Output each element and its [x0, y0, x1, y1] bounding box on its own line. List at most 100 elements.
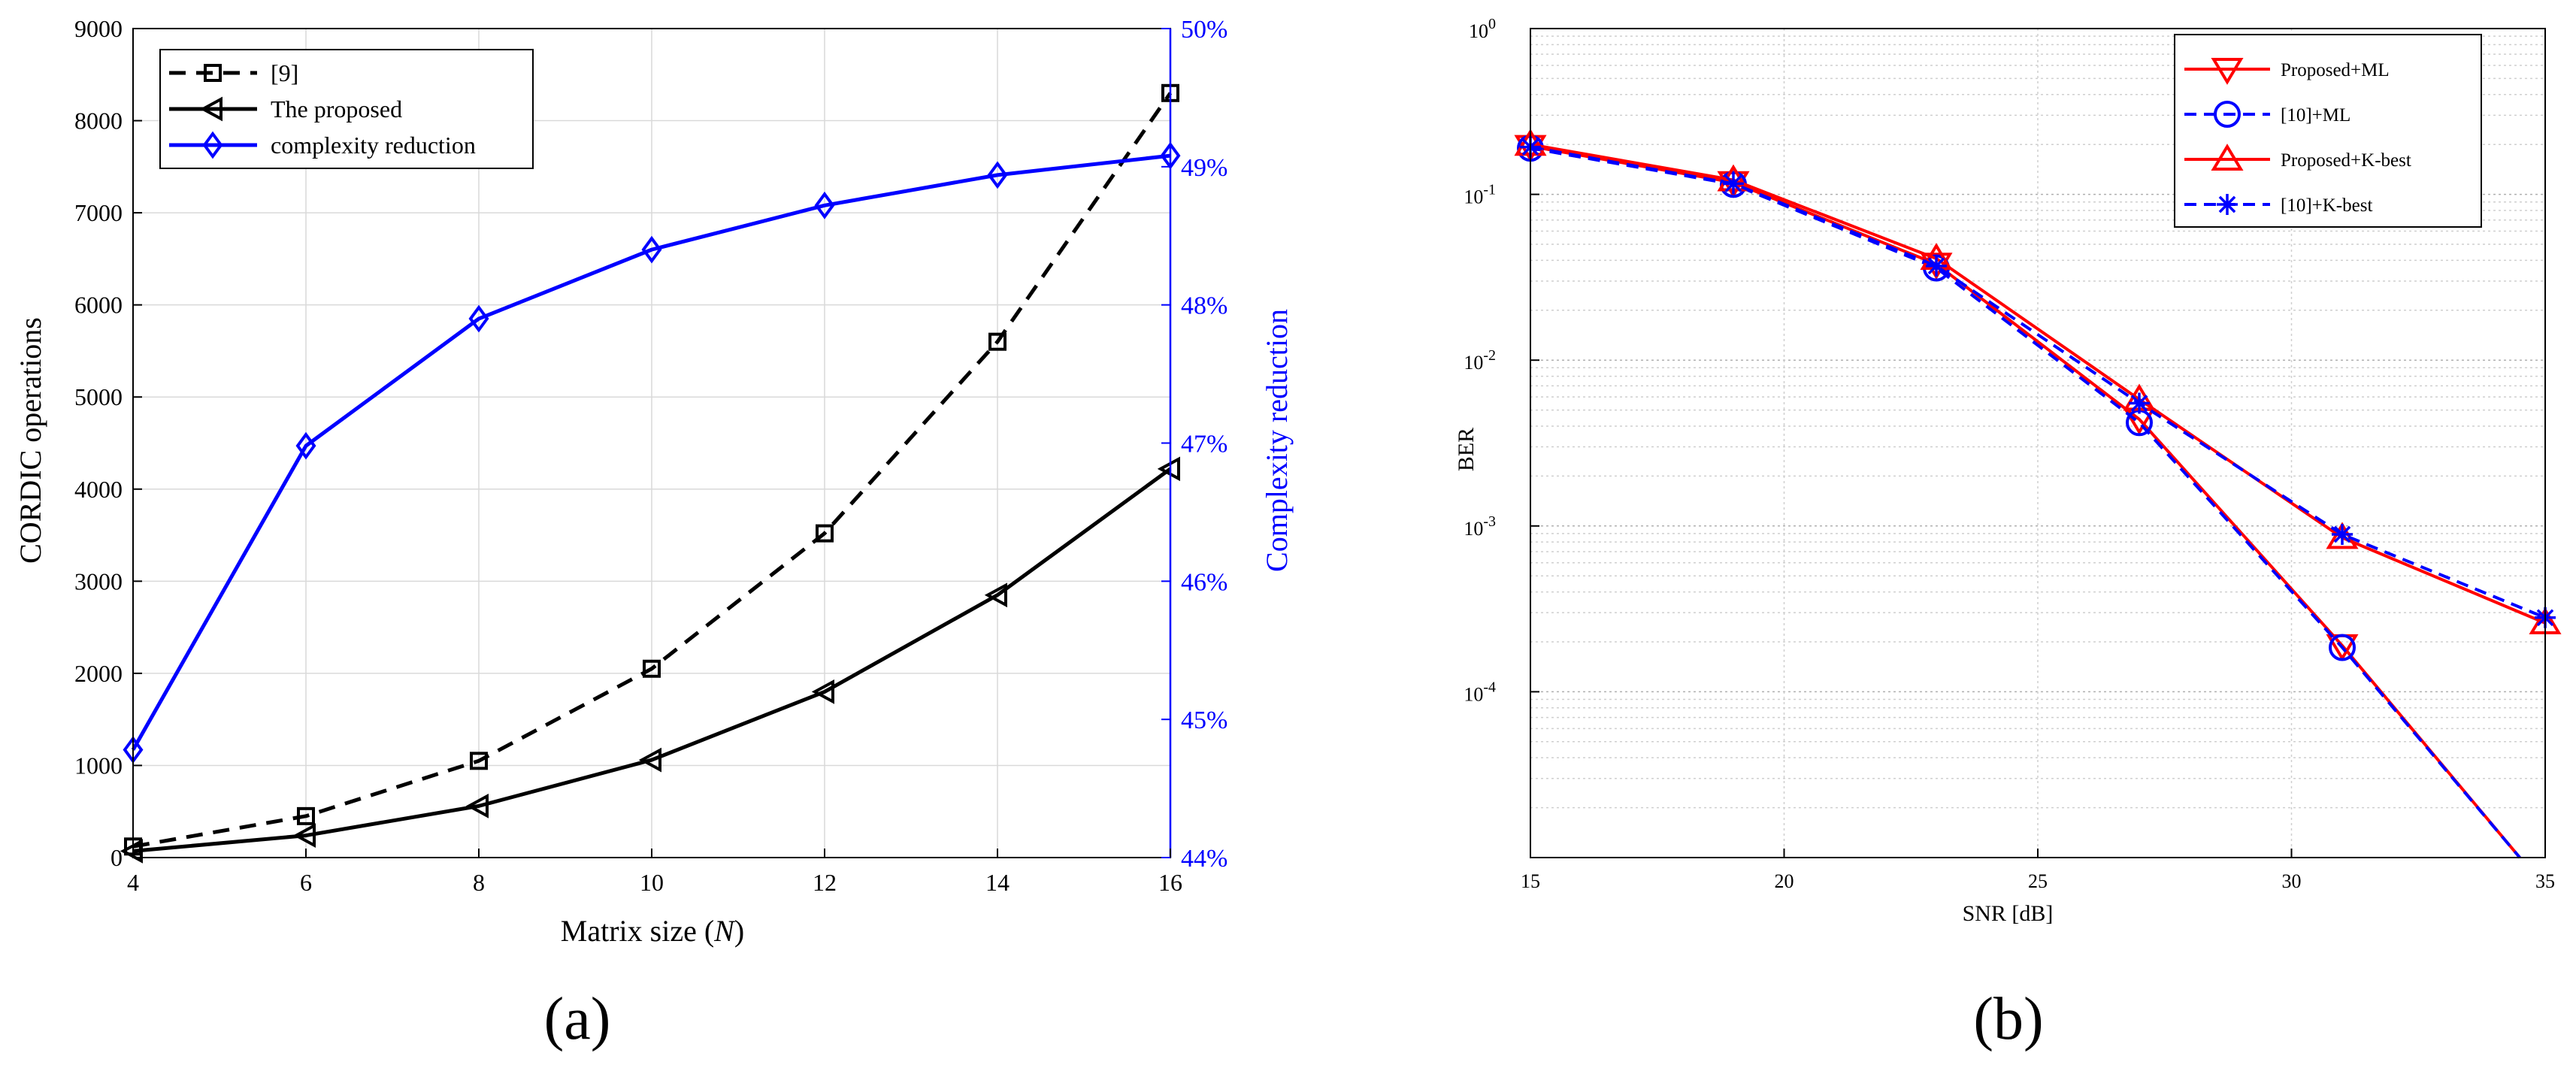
- chart-a-x-tick-label-16: 16: [1158, 869, 1182, 896]
- chart-a-legend-complexity-reduction-label: complexity reduction: [271, 132, 476, 159]
- chart-b-series-proposed-ml-line: [1530, 144, 2521, 859]
- chart-a-y2-tick-label-49: 49%: [1181, 154, 1227, 182]
- chart-b-legend-proposed-ml-label: Proposed+ML: [2281, 60, 2390, 80]
- chart-a-y2-tick-label-45: 45%: [1181, 706, 1227, 734]
- chart-a-y2-ticks: 44% 45% 46% 47% 48% 49% 50%: [1161, 16, 1227, 873]
- chart-a-series-the-proposed-point-6: [292, 823, 316, 848]
- chart-a-series-complexity-reduction-point-14: [987, 161, 1008, 189]
- chart-b-legend-10-k-best-label: [10]+K-best: [2281, 195, 2372, 216]
- chart-a-legend-9-label: [9]: [271, 59, 298, 86]
- chart-a-legend-the-proposed-marker: [199, 96, 222, 122]
- chart-b-x-axis-label: SNR [dB]: [1963, 901, 2054, 926]
- chart-a-series-the-proposed-line: [132, 467, 1172, 853]
- chart-a-y-tick-label-9000: 9000: [74, 15, 123, 42]
- chart-a-panel-label: (a): [544, 986, 611, 1052]
- chart-a-series-the-proposed-point-8: [465, 794, 489, 818]
- chart-a-y-tick-label-0: 0: [110, 844, 123, 871]
- chart-b-series-10-ml-point-31: [2329, 634, 2356, 661]
- chart-a-series-9-point-10: [643, 659, 661, 678]
- chart-a-y-tick-label-1000: 1000: [74, 752, 123, 779]
- chart-b-series-10-k-best-line: [1530, 145, 2546, 619]
- chart-a-legend-the-proposed-label: The proposed: [271, 95, 402, 123]
- chart-b-x-tick-label-15: 15: [1521, 870, 1540, 892]
- chart-b-legend-proposed-k-best-label: Proposed+K-best: [2281, 150, 2411, 171]
- chart-b-panel-label: (b): [1973, 986, 2043, 1052]
- chart-a-series-the-proposed-point-14: [984, 582, 1007, 608]
- chart-a-y2-axis-label: Complexity reduction: [1260, 309, 1294, 572]
- chart-b-legend: Proposed+ML [10]+ML Proposed+K-best [10]+K-…: [2174, 34, 2482, 228]
- chart-a-x-ticks: 4 6 8 10 12 14 16: [127, 849, 1182, 896]
- chart-a-y-tick-label-2000: 2000: [74, 660, 123, 687]
- chart-b-y-tick-base: 10: [1469, 20, 1488, 42]
- chart-a-legend-9-marker: [204, 64, 222, 82]
- chart-a-series-9-point-14: [988, 332, 1006, 351]
- chart-b-y-tick-base: 10: [1464, 352, 1483, 374]
- chart-b-legend-box: [2174, 34, 2482, 228]
- chart-b-legend-10-ml-label: [10]+ML: [2281, 105, 2350, 126]
- chart-a-y-tick-label-3000: 3000: [74, 567, 123, 595]
- chart-b-x-tick-label-30: 30: [2282, 870, 2302, 892]
- chart-a-series-9-point-6: [297, 806, 315, 825]
- chart-a-series-complexity-reduction-line: [131, 153, 1171, 751]
- chart-b-legend-proposed-ml-marker: [2211, 58, 2244, 85]
- chart-b-legend-proposed-k-best-marker: [2211, 144, 2244, 171]
- chart-a-y-tick-label-8000: 8000: [74, 107, 123, 135]
- chart-b-series-10-k-best-point-23: [1926, 255, 1947, 277]
- chart-a-legend: [9] The proposed complexity reduction: [159, 49, 534, 169]
- chart-b-x-tick-label-25: 25: [2028, 870, 2048, 892]
- chart-a-series-complexity-reduction-point-12: [814, 191, 835, 219]
- chart-a-x-tick-label-10: 10: [640, 869, 664, 896]
- chart-b-x-ticks: 15 20 25 30 35: [1521, 849, 2555, 892]
- chart-a: 4 6 8 10 12 14 16 0 1000 2000 3000 4000 5000 6000 700…: [14, 15, 1294, 1052]
- chart-a-series: [120, 83, 1181, 864]
- chart-a-series-the-proposed-point-10: [638, 747, 661, 773]
- chart-b-y-tick-label-1e0: 100: [1469, 16, 1496, 42]
- chart-b-y-tick-base: 10: [1464, 518, 1483, 540]
- chart-a-y2-tick-label-48: 48%: [1181, 292, 1227, 320]
- chart-a-x-tick-label-4: 4: [127, 869, 139, 896]
- chart-a-y2-tick-label-47: 47%: [1181, 431, 1227, 458]
- chart-b-y-axis-label: BER: [1454, 428, 1479, 471]
- chart-a-y2-tick-label-44: 44%: [1181, 845, 1227, 873]
- chart-a-y-tick-label-6000: 6000: [74, 292, 123, 319]
- chart-a-x-tick-label-12: 12: [813, 869, 837, 896]
- chart-b-series-10-k-best-point-31: [2332, 523, 2353, 545]
- chart-a-series-9-line: [132, 92, 1173, 849]
- chart-b-legend-10-k-best-marker-stroke-3: [2218, 195, 2236, 213]
- chart-a-x-tick-label-6: 6: [300, 869, 312, 896]
- chart-a-series-complexity-reduction-point-10: [641, 235, 662, 264]
- chart-a-x-tick-label-14: 14: [985, 869, 1010, 896]
- chart-a-series-9-point-12: [816, 524, 834, 543]
- chart-b-y-tick-exponent: 0: [1488, 16, 1496, 32]
- chart-b-x-tick-label-35: 35: [2535, 870, 2555, 892]
- chart-b-y-tick-label-1e-4: 10-4: [1464, 679, 1496, 705]
- chart-a-series-complexity-reduction-point-8: [468, 304, 489, 333]
- chart-b-y-tick-label-1e-3: 10-3: [1464, 513, 1496, 540]
- chart-a-x-tick-label-8: 8: [473, 869, 485, 896]
- chart-b-x-tick-label-20: 20: [1775, 870, 1794, 892]
- chart-a-y2-tick-label-46: 46%: [1181, 568, 1227, 596]
- chart-b-legend-10-ml-marker: [2214, 101, 2241, 128]
- chart-b-y-tick-exponent: -3: [1483, 513, 1496, 530]
- chart-b-series-proposed-k-best-line: [1530, 143, 2546, 625]
- chart-a-series-the-proposed-point-12: [811, 679, 834, 704]
- chart-b-legend-10-k-best-marker: [2217, 194, 2238, 215]
- chart-b-series-10-k-best-point-19-stroke-3: [1724, 175, 1742, 192]
- chart-b-y-tick-base: 10: [1464, 683, 1483, 705]
- chart-b-y-tick-label-1e-1: 10-1: [1464, 182, 1496, 208]
- chart-b-y-tick-exponent: -1: [1483, 182, 1496, 198]
- chart-a-y2-tick-label-50: 50%: [1181, 16, 1227, 44]
- chart-b-series-10-k-best-point-19: [1723, 173, 1744, 195]
- chart-b-y-tick-exponent: -4: [1483, 679, 1496, 695]
- chart-a-y-ticks: 0 1000 2000 3000 4000 5000 6000 7000 8000 9000: [74, 15, 142, 871]
- chart-a-legend-complexity-reduction-marker: [202, 131, 223, 159]
- chart-b-series-10-ml-line: [1530, 147, 2521, 859]
- chart-b-series: [1514, 129, 2562, 859]
- chart-a-y-axis-label: CORDIC operations: [14, 317, 47, 564]
- chart-b-series-10-k-best-point-27: [2129, 392, 2150, 414]
- chart-a-x-axis-label: Matrix size (N): [561, 914, 744, 948]
- chart-b-series-10-k-best-point-23-stroke-3: [1927, 257, 1945, 275]
